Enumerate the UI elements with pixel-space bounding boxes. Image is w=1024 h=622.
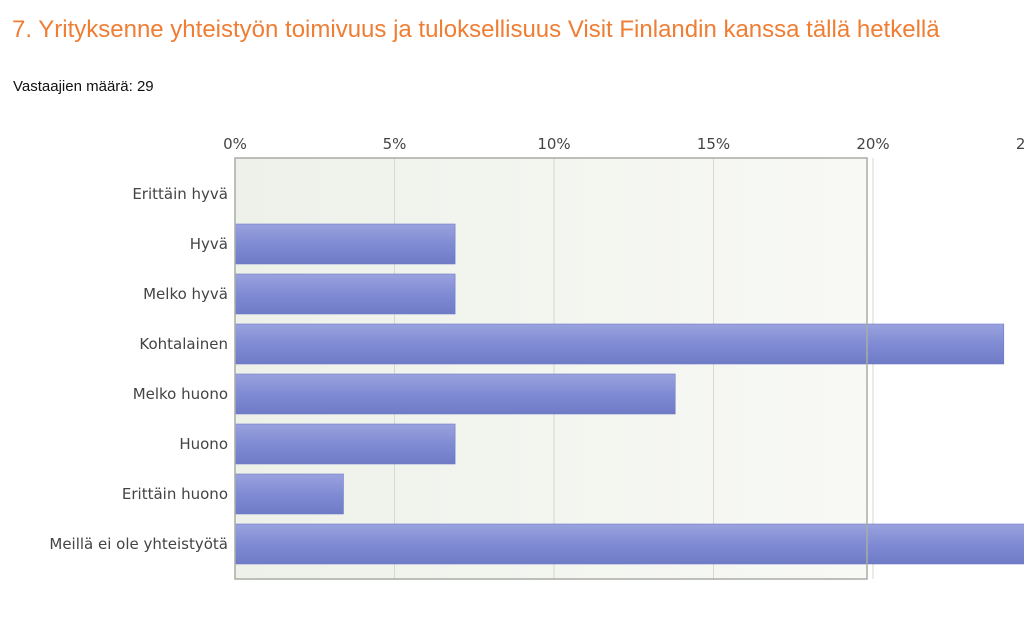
bar: [234, 523, 1024, 565]
category-label: Melko huono: [133, 385, 228, 403]
respondent-count: Vastaajien määrä: 29: [13, 78, 154, 95]
category-label: Huono: [179, 435, 228, 453]
category-label: Meillä ei ole yhteistyötä: [49, 535, 228, 553]
x-tick-label: 15%: [697, 135, 730, 153]
category-label: Kohtalainen: [139, 335, 228, 353]
category-label: Erittäin huono: [122, 485, 228, 503]
bar: [234, 273, 456, 315]
bar: [234, 473, 344, 515]
x-tick-label: 20%: [856, 135, 889, 153]
category-label: Hyvä: [190, 235, 228, 253]
bar: [234, 223, 456, 265]
plot-area: [235, 158, 867, 579]
x-tick-label: 5%: [383, 135, 407, 153]
category-label: Erittäin hyvä: [132, 185, 228, 203]
category-label: Melko hyvä: [143, 285, 228, 303]
question-title: 7. Yrityksenne yhteistyön toimivuus ja t…: [12, 16, 940, 43]
bar: [234, 323, 1005, 365]
plot-frame: [234, 157, 868, 580]
x-tick-label: 10%: [537, 135, 570, 153]
bar: [234, 423, 456, 465]
x-tick-label: 25%: [1016, 135, 1024, 153]
bar: [234, 373, 676, 415]
x-tick-label: 0%: [223, 135, 247, 153]
